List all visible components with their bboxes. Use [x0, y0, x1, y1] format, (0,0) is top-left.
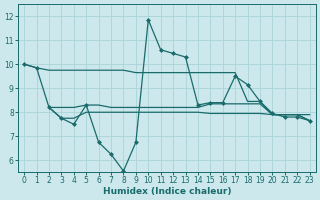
X-axis label: Humidex (Indice chaleur): Humidex (Indice chaleur) [103, 187, 231, 196]
